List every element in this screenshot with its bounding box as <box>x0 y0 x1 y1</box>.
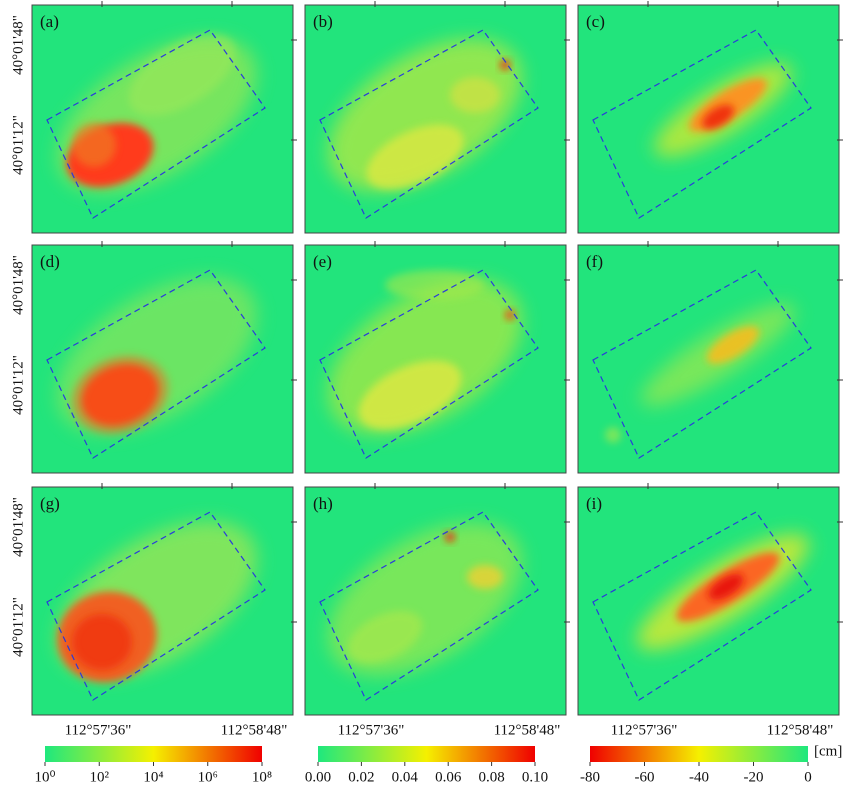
longitude-label: 112°57'36" <box>65 722 132 738</box>
map-frame <box>31 486 294 716</box>
panel-label: (i) <box>586 494 602 513</box>
map-field <box>56 276 258 435</box>
working-face-outline <box>319 29 539 219</box>
panel-label: (f) <box>586 252 603 271</box>
map-panel: (b) <box>304 1 570 234</box>
deformation-area <box>72 123 116 167</box>
map-field <box>605 303 796 443</box>
deformation-area <box>706 326 760 364</box>
latitude-label: 40°01'12" <box>10 355 26 415</box>
map-field <box>327 270 523 435</box>
colorbar <box>590 746 808 762</box>
map-field <box>57 34 257 193</box>
latitude-label: 40°01'12" <box>10 597 26 657</box>
map-frame <box>304 244 567 474</box>
longitude-label: 112°57'36" <box>611 722 678 738</box>
map-frame <box>577 486 840 716</box>
latitude-label: 40°01'48" <box>10 255 26 315</box>
colorbar <box>45 746 262 762</box>
colorbar-tick-label: 0.04 <box>392 769 419 785</box>
colorbar-tick-label: 0 <box>804 769 812 785</box>
deformation-area <box>450 77 500 113</box>
working-face-outline <box>319 269 539 459</box>
panel-label: (d) <box>40 252 60 271</box>
working-face-outline <box>592 511 812 701</box>
colorbar <box>318 746 535 762</box>
colorbar-tick-label: 10⁶ <box>198 769 218 785</box>
map-panel: (g) <box>31 483 297 716</box>
colorbar-unit: [cm] <box>814 743 842 759</box>
map-panel: (e) <box>304 241 570 474</box>
longitude-label: 112°58'48" <box>494 722 561 738</box>
panel-label: (g) <box>40 494 60 513</box>
colorbar-tick-label: 0.08 <box>478 769 504 785</box>
map-panel: (c) <box>577 1 843 234</box>
colorbar-tick-label: -20 <box>744 769 764 785</box>
working-face-outline <box>592 29 812 219</box>
map-panel: (h) <box>304 483 570 716</box>
map-frame <box>577 4 840 234</box>
longitude-label: 112°57'36" <box>338 722 405 738</box>
colorbar-tick-label: 10⁰ <box>34 769 55 785</box>
colorbar-tick-label: 10⁸ <box>252 769 272 785</box>
map-field <box>328 38 522 192</box>
longitude-label: 112°58'48" <box>767 722 834 738</box>
deformation-area <box>366 124 464 190</box>
panel-label: (a) <box>40 12 59 31</box>
deformation-area <box>467 565 503 589</box>
deformation-area <box>500 60 510 70</box>
map-field <box>636 533 810 651</box>
map-panel: (a) <box>31 1 297 234</box>
longitude-label: 112°58'48" <box>221 722 288 738</box>
colorbar-tick-label: 10² <box>90 769 110 785</box>
map-field <box>653 62 793 158</box>
working-face-outline <box>46 269 266 459</box>
latitude-label: 40°01'48" <box>10 497 26 557</box>
working-face-outline <box>319 511 539 701</box>
colorbar-tick-label: 0.00 <box>305 769 331 785</box>
working-face-outline <box>592 269 812 459</box>
working-face-outline <box>46 29 266 219</box>
map-field <box>56 520 258 683</box>
map-panel: (d) <box>31 241 297 474</box>
map-panel: (i) <box>577 483 843 716</box>
colorbar-tick-label: 0.02 <box>348 769 374 785</box>
deformation-area <box>605 427 621 443</box>
colorbar-tick-label: -40 <box>689 769 709 785</box>
working-face-outline <box>46 511 266 701</box>
colorbar-tick-label: 10⁴ <box>143 769 163 785</box>
panel-label: (h) <box>313 494 333 513</box>
deformation-area <box>385 270 485 300</box>
colorbar-tick-label: -60 <box>635 769 655 785</box>
deformation-area <box>72 614 132 670</box>
panel-label: (c) <box>586 12 605 31</box>
deformation-area <box>445 532 455 542</box>
colorbar-tick-label: 0.10 <box>522 769 548 785</box>
latitude-label: 40°01'12" <box>10 115 26 175</box>
deformation-area <box>347 610 423 664</box>
map-frame <box>31 244 294 474</box>
panel-label: (e) <box>313 252 332 271</box>
map-frame <box>304 4 567 234</box>
map-frame <box>577 244 840 474</box>
colorbar-tick-label: 0.06 <box>435 769 462 785</box>
deformation-area <box>71 355 169 435</box>
deformation-area <box>128 34 236 116</box>
panel-label: (b) <box>313 12 333 31</box>
latitude-label: 40°01'48" <box>10 15 26 75</box>
colorbar-tick-label: -80 <box>580 769 600 785</box>
deformation-area <box>708 573 744 601</box>
deformation-area <box>702 104 734 130</box>
map-frame <box>304 486 567 716</box>
map-field <box>328 522 522 676</box>
deformation-area <box>505 310 515 320</box>
map-frame <box>31 4 294 234</box>
deformation-area <box>358 360 462 430</box>
map-panel: (f) <box>577 241 843 474</box>
